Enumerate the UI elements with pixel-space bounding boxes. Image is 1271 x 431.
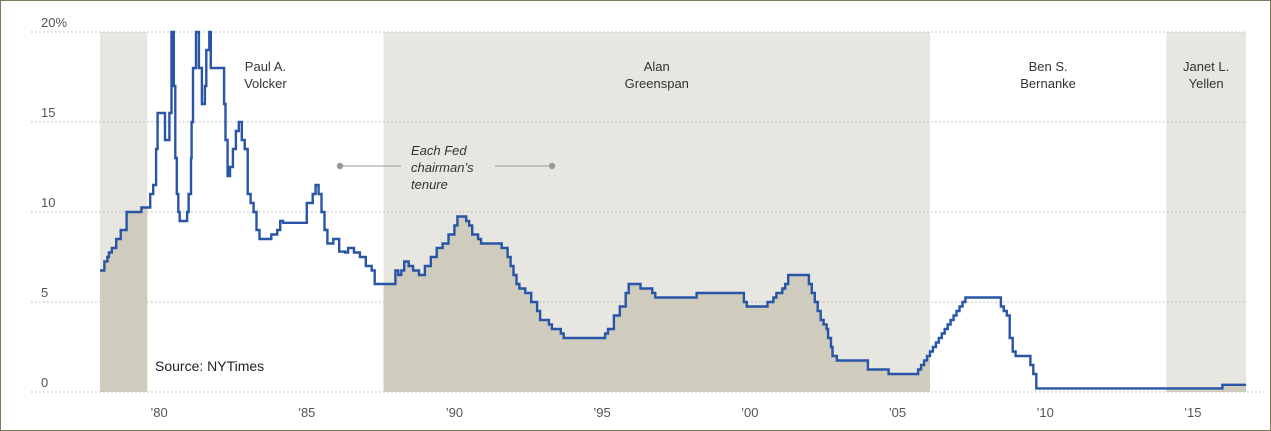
y-tick-label-2: 10 — [41, 195, 55, 210]
area-layer — [100, 32, 1246, 392]
y-tick-label-4: 0 — [41, 375, 48, 390]
chairman-label-1-1: Volcker — [244, 76, 287, 91]
x-tick-label-4: ’00 — [741, 405, 758, 420]
tenure-labels: Paul A. Volcker Alan Greenspan Ben S. Bernank… — [244, 59, 1229, 91]
chairman-label-4-1: Yellen — [1189, 76, 1224, 91]
source-label: Source: NYTimes — [155, 358, 264, 374]
rate-line — [100, 30, 1246, 390]
rate-area — [100, 32, 1246, 392]
y-tick-label-3: 5 — [41, 285, 48, 300]
x-tick-label-3: ’95 — [593, 405, 610, 420]
line-layer — [100, 30, 1246, 390]
chairman-label-2-1: Greenspan — [625, 76, 689, 91]
x-tick-label-5: ’05 — [889, 405, 906, 420]
annotation-line-1: chairman’s — [411, 160, 474, 175]
axis-ticks: 20% 15 10 5 0 ’80 ’85 ’90 ’95 ’00 ’05 ’10 ’15 — [41, 15, 1202, 420]
x-tick-label-6: ’10 — [1036, 405, 1053, 420]
annotation-dot-right — [548, 162, 556, 170]
chairman-label-4-0: Janet L. — [1183, 59, 1229, 74]
annotation-line-0: Each Fed — [411, 143, 467, 158]
x-tick-label-0: ’80 — [150, 405, 167, 420]
chairman-label-1-0: Paul A. — [245, 59, 286, 74]
chairman-label-3-0: Ben S. — [1029, 59, 1068, 74]
x-tick-label-7: ’15 — [1184, 405, 1201, 420]
chairman-label-3-1: Bernanke — [1020, 76, 1076, 91]
y-tick-label-0: 20% — [41, 15, 67, 30]
annotation-dot-left — [336, 162, 344, 170]
annotation: Each Fed chairman’s tenure — [336, 143, 556, 192]
x-tick-label-1: ’85 — [298, 405, 315, 420]
y-tick-label-1: 15 — [41, 105, 55, 120]
chairman-label-2-0: Alan — [644, 59, 670, 74]
x-tick-label-2: ’90 — [446, 405, 463, 420]
annotation-line-2: tenure — [411, 177, 448, 192]
